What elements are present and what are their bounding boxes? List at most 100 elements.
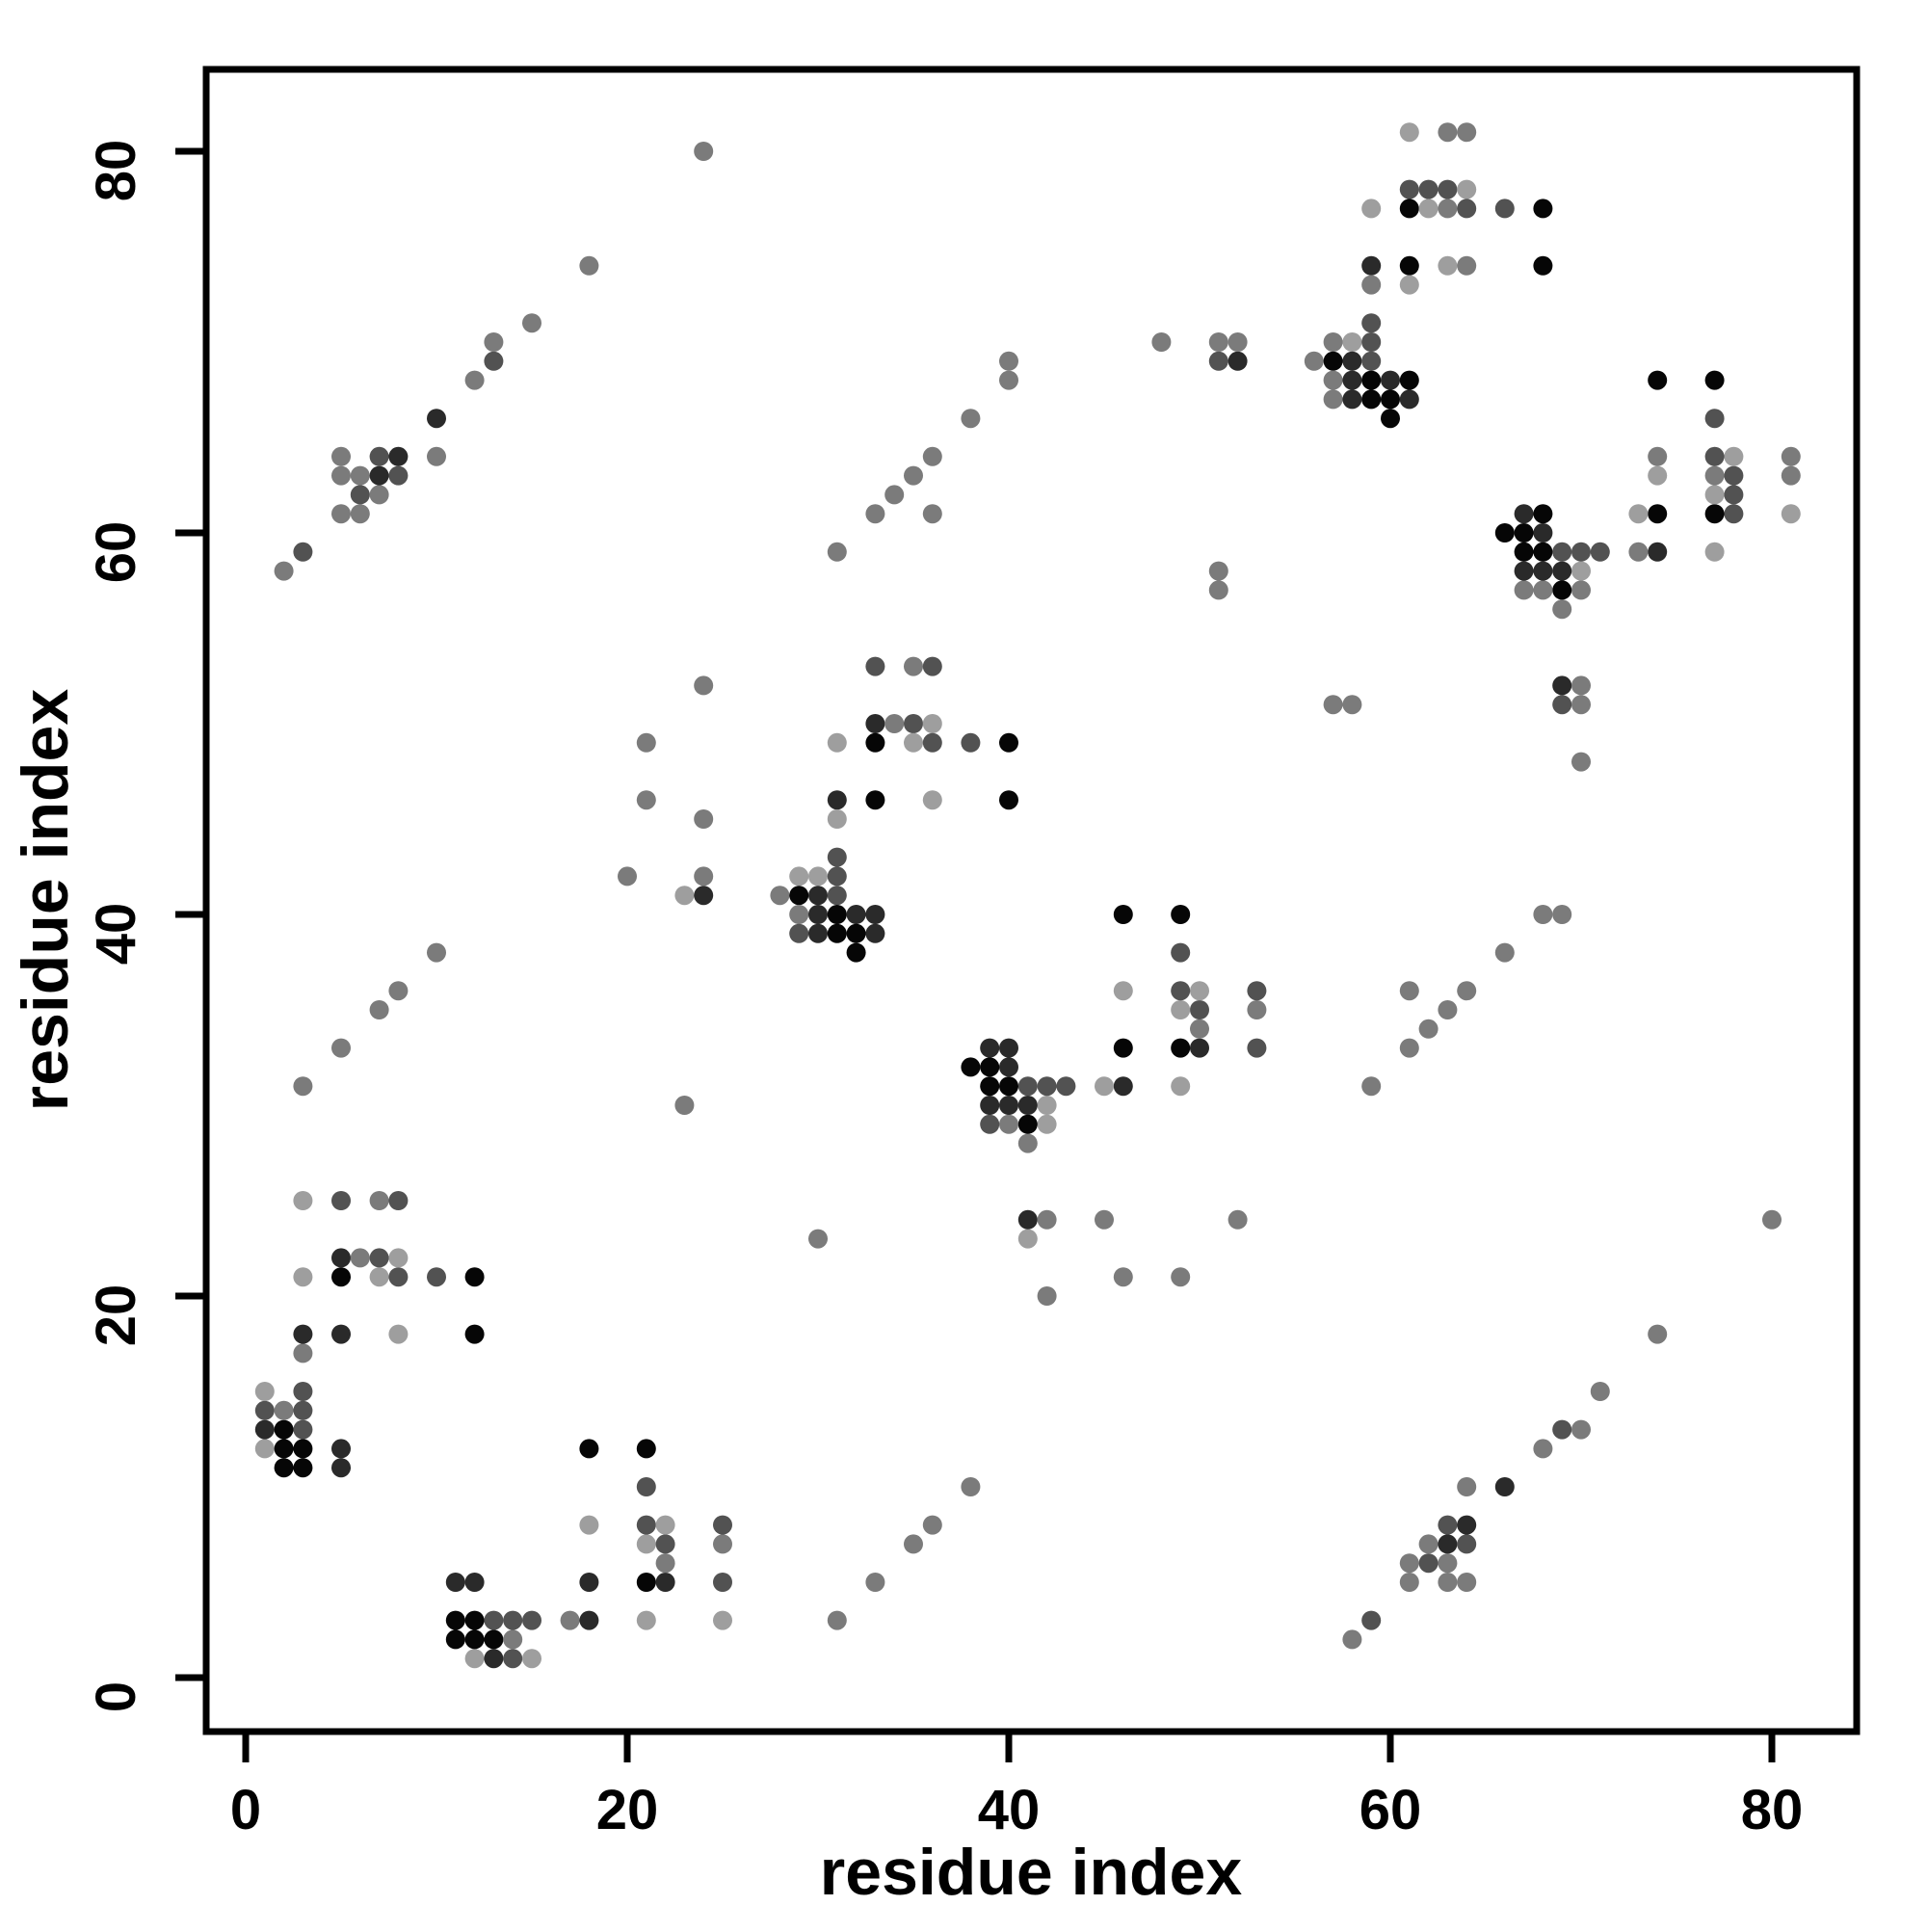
data-point: [579, 1439, 599, 1459]
data-point: [789, 886, 809, 906]
data-point: [1571, 752, 1591, 772]
data-point: [331, 1191, 351, 1210]
data-point: [427, 446, 446, 466]
data-point: [1704, 370, 1725, 390]
data-point: [1552, 599, 1572, 620]
data-point: [1399, 275, 1419, 295]
data-point: [503, 1610, 523, 1630]
data-point: [770, 886, 790, 906]
data-point: [1418, 1553, 1439, 1574]
data-point: [694, 886, 714, 906]
data-point: [1552, 1419, 1572, 1440]
x-tick-label: 20: [596, 1779, 659, 1841]
data-point: [827, 1610, 847, 1630]
data-point: [636, 732, 656, 753]
data-point: [1399, 198, 1419, 219]
data-point: [331, 1038, 351, 1058]
data-point: [808, 866, 828, 887]
data-point: [579, 1610, 599, 1630]
data-point: [1552, 580, 1572, 600]
data-point: [1017, 1133, 1038, 1153]
data-point: [999, 351, 1018, 371]
data-point: [980, 1114, 1000, 1134]
data-point: [789, 905, 809, 924]
data-point: [674, 1096, 695, 1115]
data-point: [1381, 409, 1400, 429]
data-point: [1704, 504, 1725, 524]
data-point: [980, 1076, 1000, 1097]
data-point: [1323, 332, 1343, 352]
data-point: [464, 1267, 485, 1287]
data-point: [808, 886, 828, 906]
data-point: [1399, 1553, 1419, 1574]
data-point: [1781, 465, 1801, 486]
data-point: [846, 905, 866, 924]
data-point: [999, 1096, 1018, 1115]
data-point: [1457, 122, 1477, 143]
data-point: [1227, 351, 1248, 371]
data-point: [560, 1610, 580, 1630]
data-point: [1017, 1209, 1038, 1230]
data-point: [1247, 1000, 1267, 1019]
data-point: [1494, 198, 1515, 219]
data-point: [961, 1057, 981, 1077]
data-point: [999, 732, 1018, 753]
data-point: [1648, 446, 1668, 466]
data-point: [350, 504, 370, 524]
data-point: [1514, 561, 1534, 581]
data-point: [350, 485, 370, 505]
data-point: [427, 1267, 446, 1287]
data-point: [1361, 351, 1382, 371]
data-point: [293, 1382, 313, 1401]
data-point: [999, 1114, 1018, 1134]
data-point: [369, 465, 389, 486]
data-point: [865, 504, 885, 524]
data-point: [884, 485, 905, 505]
data-point: [293, 1267, 313, 1287]
data-point: [694, 866, 714, 887]
data-point: [1342, 332, 1362, 352]
data-point: [1208, 351, 1228, 371]
data-point: [522, 313, 541, 333]
data-point: [1323, 351, 1343, 371]
data-point: [1628, 542, 1649, 562]
data-point: [922, 790, 942, 810]
data-point: [999, 1076, 1018, 1097]
data-point: [427, 409, 446, 429]
data-point: [1590, 542, 1610, 562]
data-point: [1171, 942, 1191, 963]
data-point: [655, 1534, 675, 1554]
data-point: [331, 1458, 351, 1478]
data-point: [1304, 351, 1324, 371]
data-point: [1399, 981, 1419, 1001]
data-point: [1113, 905, 1133, 924]
data-point: [503, 1629, 523, 1650]
data-point: [1533, 255, 1553, 276]
data-point: [1494, 523, 1515, 543]
data-point: [1399, 370, 1419, 390]
data-point: [503, 1649, 523, 1669]
data-point: [1533, 580, 1553, 600]
data-point: [827, 790, 847, 810]
data-point: [1648, 542, 1668, 562]
data-point: [1399, 122, 1419, 143]
data-point: [618, 866, 637, 887]
data-point: [388, 446, 409, 466]
data-point: [1438, 122, 1458, 143]
data-point: [1438, 1000, 1458, 1019]
data-point: [274, 1419, 294, 1440]
data-point: [254, 1382, 275, 1401]
data-point: [808, 905, 828, 924]
data-point: [1762, 1209, 1782, 1230]
data-point: [274, 1458, 294, 1478]
data-point: [1017, 1229, 1038, 1249]
data-point: [655, 1515, 675, 1535]
data-point: [999, 1038, 1018, 1058]
data-point: [388, 465, 409, 486]
data-point: [1704, 446, 1725, 466]
data-point: [961, 409, 981, 429]
data-point: [1151, 332, 1172, 352]
data-point: [713, 1534, 732, 1554]
data-point: [789, 866, 809, 887]
